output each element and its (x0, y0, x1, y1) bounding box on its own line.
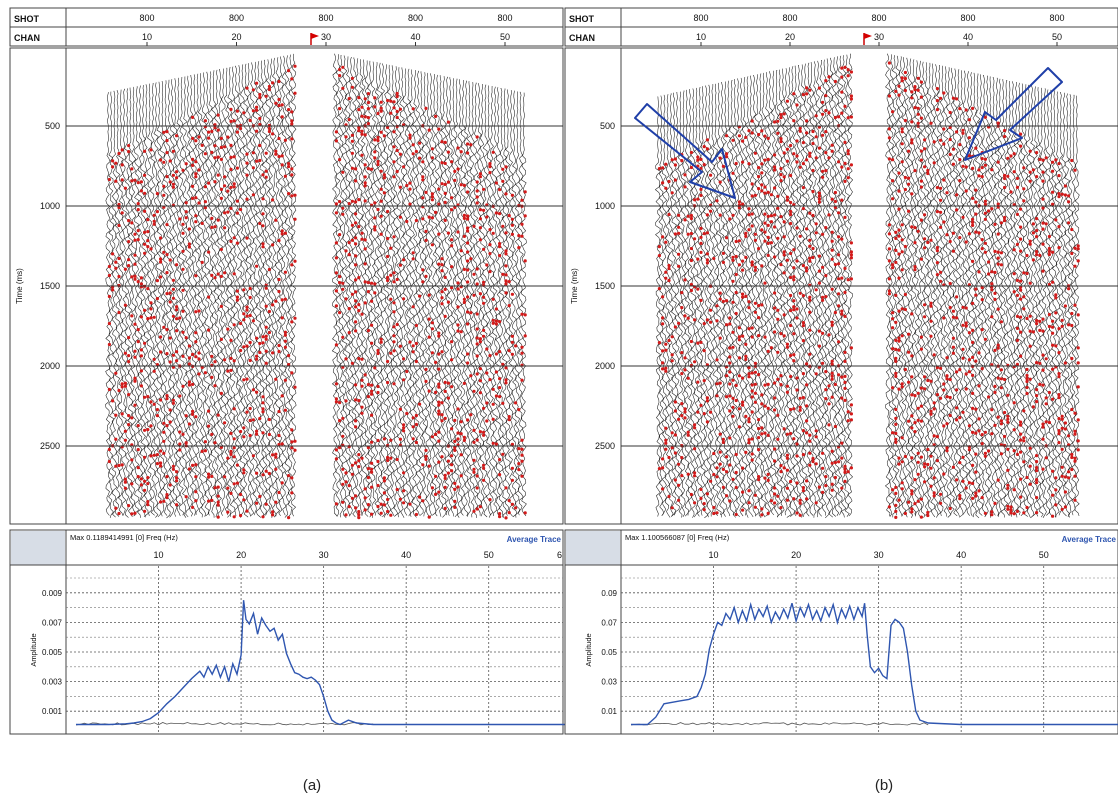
spectrum-corner (11, 531, 65, 565)
spectrum-frame (9, 529, 564, 735)
shot-tick-label: 800 (871, 13, 886, 23)
spectrum-legend: Average Trace (507, 535, 562, 544)
header-rows: SHOTCHAN80010800208003080040800508006080… (564, 7, 1118, 47)
chan-tick-label: 10 (142, 32, 152, 42)
shot-tick-label: 800 (139, 13, 154, 23)
freq-tick-label: 30 (319, 550, 329, 560)
flag-cloth (864, 33, 872, 39)
shot-tick-label: 800 (693, 13, 708, 23)
freq-tick-label: 40 (401, 550, 411, 560)
chan-tick-label: 20 (231, 32, 241, 42)
flag-cloth (311, 33, 319, 39)
seismic-traces (105, 53, 527, 519)
spectrum-frame (564, 529, 1118, 735)
chan-tick-label: 20 (785, 32, 795, 42)
freq-tick-label: 50 (1039, 550, 1049, 560)
amp-tick-label: 0.009 (42, 589, 63, 598)
amp-tick-label: 0.007 (42, 618, 63, 627)
header-rows: SHOTCHAN80010800208003080040800508006080… (9, 7, 871, 47)
arrow-annotations (634, 67, 1063, 199)
freq-edge-tick: 6 (557, 550, 562, 560)
time-tick-label: 500 (600, 121, 615, 131)
shot-row-label: SHOT (569, 14, 595, 24)
freq-tick-label: 40 (956, 550, 966, 560)
right-arrow-icon (964, 67, 1063, 161)
chan-tick-label: 30 (874, 32, 884, 42)
red-flag-icon (310, 33, 319, 45)
time-tick-label: 1000 (595, 201, 615, 211)
shot-row-label: SHOT (14, 14, 40, 24)
spectrum-legend: Average Trace (1062, 535, 1117, 544)
freq-tick-label: 50 (484, 550, 494, 560)
time-axis-label: Time (ms) (15, 268, 24, 304)
time-tick-label: 2500 (595, 441, 615, 451)
freq-tick-label: 10 (709, 550, 719, 560)
time-tick-label: 2000 (40, 361, 60, 371)
shot-tick-label: 800 (408, 13, 423, 23)
freq-tick-label: 20 (791, 550, 801, 560)
left-arrow-icon (634, 103, 736, 199)
shot-tick-label: 800 (497, 13, 512, 23)
time-tick-label: 1500 (595, 281, 615, 291)
chan-tick-label: 40 (963, 32, 973, 42)
average-trace-line (76, 600, 572, 726)
shot-tick-label: 800 (782, 13, 797, 23)
amp-tick-label: 0.005 (42, 648, 63, 657)
spectrum-max-text: Max 1.100566087 [0] Freq (Hz) (625, 533, 730, 542)
amp-tick-label: 0.003 (42, 678, 63, 687)
freq-tick-label: 30 (874, 550, 884, 560)
chan-tick-label: 50 (1052, 32, 1062, 42)
shot-tick-label: 800 (318, 13, 333, 23)
time-tick-label: 2500 (40, 441, 60, 451)
seismic-section: 500 1000 1500 2000 2500 Time (ms) (9, 47, 564, 525)
chan-row-label: CHAN (569, 33, 595, 43)
shot-tick-label: 800 (229, 13, 244, 23)
freq-tick-label: 20 (236, 550, 246, 560)
time-axis-label: Time (ms) (570, 268, 579, 304)
amp-tick-label: 0.03 (601, 678, 617, 687)
spectrum-max-text: Max 0.1189414991 [0] Freq (Hz) (70, 533, 178, 542)
seismic-red-peaks (657, 61, 1080, 520)
chan-tick-label: 30 (321, 32, 331, 42)
amp-tick-label: 0.07 (601, 618, 617, 627)
freq-tick-label: 10 (154, 550, 164, 560)
spectrum-corner (566, 531, 620, 565)
time-tick-label: 1000 (40, 201, 60, 211)
amp-tick-label: 0.09 (601, 589, 617, 598)
chan-tick-label: 40 (410, 32, 420, 42)
red-flag-icon (863, 33, 872, 45)
panel-a: SHOTCHAN80010800208003080040800508006080… (9, 7, 871, 794)
time-tick-label: 500 (45, 121, 60, 131)
chan-tick-label: 50 (500, 32, 510, 42)
shot-tick-label: 800 (1049, 13, 1064, 23)
shot-tick-label: 800 (960, 13, 975, 23)
average-trace-line (631, 601, 1118, 726)
panel-caption: (a) (303, 777, 321, 794)
noise-baseline (75, 722, 374, 726)
spectrum-panel: Max 0.1189414991 [0] Freq (Hz) Average Tr… (9, 529, 572, 735)
amp-axis-label: Amplitude (584, 633, 593, 666)
time-tick-label: 2000 (595, 361, 615, 371)
spectrum-panel: Max 1.100566087 [0] Freq (Hz) Average Tra… (564, 529, 1118, 735)
chan-row-label: CHAN (14, 33, 40, 43)
seismic-red-peaks (107, 64, 527, 520)
amp-tick-label: 0.01 (601, 707, 617, 716)
amp-tick-label: 0.001 (42, 707, 63, 716)
noise-baseline (630, 722, 929, 726)
amp-tick-label: 0.05 (601, 648, 617, 657)
chan-tick-label: 10 (696, 32, 706, 42)
seismic-traces (654, 53, 1080, 519)
seismic-section: 500 1000 1500 2000 2500 Time (ms) (564, 47, 1118, 525)
panel-caption: (b) (875, 777, 893, 794)
amp-axis-label: Amplitude (29, 633, 38, 666)
time-tick-label: 1500 (40, 281, 60, 291)
panel-b: SHOTCHAN80010800208003080040800508006080… (564, 7, 1118, 794)
